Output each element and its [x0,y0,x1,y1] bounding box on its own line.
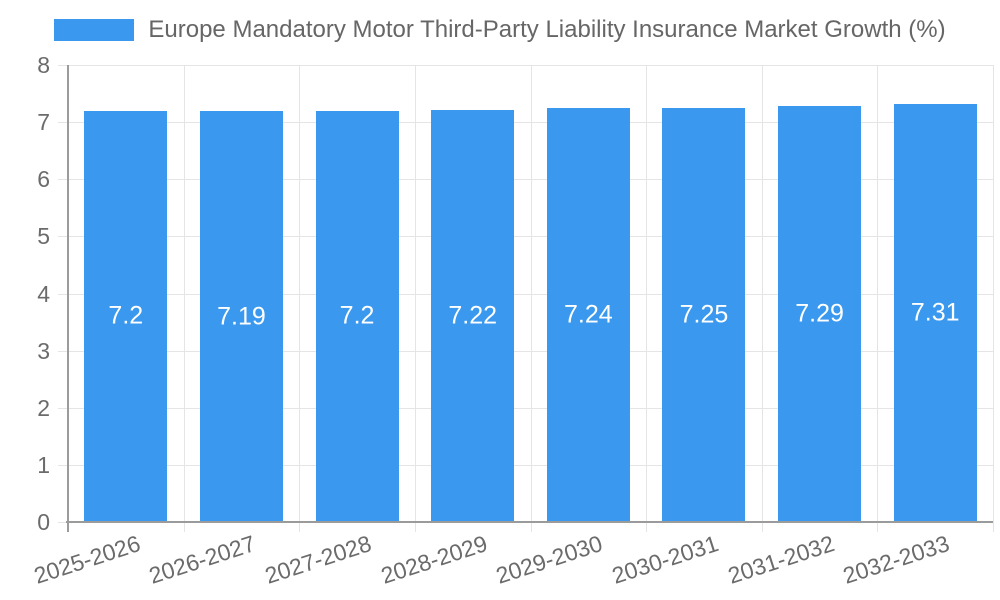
x-tick-label: 2027-2028 [261,530,375,589]
bar[interactable]: 7.2 [84,110,168,522]
x-tick-label: 2025-2026 [30,530,144,589]
bar-value-label: 7.25 [679,300,729,329]
y-tick-label: 1 [37,451,50,478]
y-tick-label: 4 [37,280,50,307]
bar-value-label: 7.31 [910,298,960,327]
y-axis-tick [58,407,68,409]
x-tick-label: 2031-2032 [724,530,837,589]
y-tick-label: 0 [37,509,50,535]
legend[interactable]: Europe Mandatory Motor Third-Party Liabi… [0,16,1000,44]
legend-swatch-icon [54,19,135,41]
y-axis-tick [58,122,68,124]
y-tick-label: 5 [37,223,50,250]
bar[interactable]: 7.25 [662,107,746,522]
bar[interactable]: 7.19 [199,111,283,522]
y-tick-label: 3 [37,337,50,364]
y-axis-tick [58,350,68,352]
bar[interactable]: 7.2 [315,110,399,522]
y-tick-label: 2 [37,394,50,421]
y-axis-tick [58,522,68,523]
y-axis-tick [58,179,68,181]
v-gridline [993,65,994,532]
y-tick-label: 6 [37,166,50,193]
v-gridline [299,65,301,532]
v-gridline [877,65,879,532]
v-gridline [530,65,532,532]
y-axis-tick [58,464,68,466]
x-tick-label: 2026-2027 [146,530,259,589]
legend-label: Europe Mandatory Motor Third-Party Liabi… [148,16,946,43]
y-tick-label: 7 [37,109,50,136]
bar[interactable]: 7.22 [431,109,515,522]
x-tick-label: 2029-2030 [493,530,606,589]
v-gridline [183,65,185,532]
v-gridline [761,65,763,532]
y-axis-tick [58,65,68,66]
bar-value-label: 7.22 [448,301,498,330]
x-tick-label: 2032-2033 [839,530,953,589]
y-axis-tick [58,236,68,238]
y-axis-tick [58,293,68,295]
v-gridline [414,65,416,532]
y-axis-line [67,65,69,532]
x-axis-line [66,521,993,523]
bar-value-label: 7.2 [108,301,144,330]
v-gridline [646,65,648,532]
bar-value-label: 7.29 [795,299,844,328]
bar[interactable]: 7.24 [546,108,630,522]
bar-value-label: 7.24 [563,300,613,329]
bar[interactable]: 7.29 [778,105,862,522]
bar-value-label: 7.2 [339,301,375,330]
bar[interactable]: 7.31 [893,104,977,522]
bar-value-label: 7.19 [217,302,266,331]
x-tick-label: 2028-2029 [377,530,491,589]
y-tick-label: 8 [37,52,50,78]
x-tick-label: 2030-2031 [608,530,722,589]
plot-area: 7.2 7.19 7.2 7.22 7.24 7.25 7.29 7.31 0 1 2 3 4 5 6 7 8… [31,54,994,589]
